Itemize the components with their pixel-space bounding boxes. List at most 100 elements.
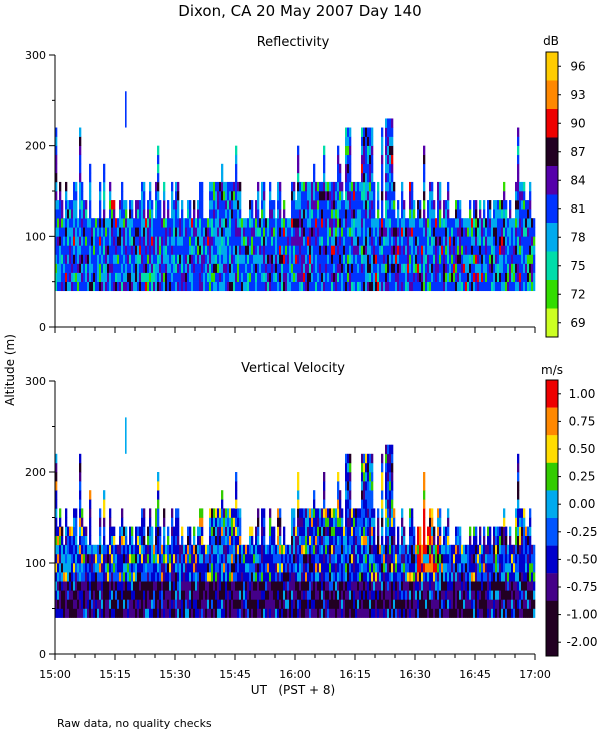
data-cell xyxy=(365,282,367,291)
data-cell xyxy=(159,581,161,590)
data-cell xyxy=(321,508,323,517)
data-cell xyxy=(515,245,517,254)
data-cell xyxy=(149,264,151,273)
data-cell xyxy=(59,182,61,191)
data-cell xyxy=(181,572,183,581)
data-cell xyxy=(301,218,303,227)
data-cell xyxy=(385,481,387,490)
data-cell xyxy=(391,554,393,563)
data-cell xyxy=(187,609,189,618)
data-cell xyxy=(269,554,271,563)
data-cell xyxy=(83,218,85,227)
data-cell xyxy=(209,273,211,282)
data-cell xyxy=(271,581,273,590)
data-cell xyxy=(255,527,257,536)
data-cell xyxy=(363,245,365,254)
data-cell xyxy=(229,527,231,536)
data-cell xyxy=(163,264,165,273)
data-cell xyxy=(81,209,83,218)
data-cell xyxy=(303,609,305,618)
data-cell xyxy=(117,545,119,554)
data-cell xyxy=(119,273,121,282)
data-cell xyxy=(211,182,213,191)
data-cell xyxy=(521,282,523,291)
data-cell xyxy=(141,554,143,563)
data-cell xyxy=(317,273,319,282)
data-cell xyxy=(141,545,143,554)
data-cell xyxy=(329,527,331,536)
data-cell xyxy=(459,563,461,572)
data-cell xyxy=(251,572,253,581)
data-cell xyxy=(79,200,81,209)
data-cell xyxy=(409,254,411,263)
data-cell xyxy=(429,545,431,554)
data-cell xyxy=(227,227,229,236)
data-cell xyxy=(99,536,101,545)
data-cell xyxy=(171,254,173,263)
data-cell xyxy=(305,227,307,236)
data-cell xyxy=(319,182,321,191)
data-cell xyxy=(465,581,467,590)
data-cell xyxy=(263,209,265,218)
data-cell xyxy=(249,609,251,618)
data-cell xyxy=(133,264,135,273)
data-cell xyxy=(451,264,453,273)
data-cell xyxy=(309,590,311,599)
data-cell xyxy=(73,609,75,618)
data-cell xyxy=(201,200,203,209)
data-cell xyxy=(371,282,373,291)
data-cell xyxy=(429,236,431,245)
data-cell xyxy=(471,581,473,590)
data-cell xyxy=(93,554,95,563)
data-cell xyxy=(517,227,519,236)
data-cell xyxy=(111,572,113,581)
data-cell xyxy=(367,245,369,254)
data-cell xyxy=(203,590,205,599)
data-cell xyxy=(129,609,131,618)
data-cell xyxy=(403,209,405,218)
data-cell xyxy=(81,508,83,517)
data-cell xyxy=(165,236,167,245)
data-cell xyxy=(373,218,375,227)
data-cell xyxy=(509,273,511,282)
data-cell xyxy=(205,236,207,245)
data-cell xyxy=(331,245,333,254)
data-cell xyxy=(65,536,67,545)
data-cell xyxy=(349,155,351,164)
data-cell xyxy=(163,527,165,536)
data-cell xyxy=(397,609,399,618)
data-cell xyxy=(249,590,251,599)
data-cell xyxy=(165,563,167,572)
data-cell xyxy=(129,599,131,608)
data-cell xyxy=(421,227,423,236)
data-cell xyxy=(93,282,95,291)
data-cell xyxy=(229,554,231,563)
data-cell xyxy=(231,273,233,282)
data-cell xyxy=(149,218,151,227)
data-cell xyxy=(175,508,177,517)
data-cell xyxy=(117,245,119,254)
data-cell xyxy=(277,581,279,590)
data-cell xyxy=(349,545,351,554)
data-cell xyxy=(431,236,433,245)
data-cell xyxy=(213,527,215,536)
data-cell xyxy=(277,209,279,218)
data-cell xyxy=(417,599,419,608)
data-cell xyxy=(159,218,161,227)
data-cell xyxy=(323,599,325,608)
data-cell xyxy=(81,581,83,590)
data-cell xyxy=(299,209,301,218)
data-cell xyxy=(217,245,219,254)
data-cell xyxy=(163,236,165,245)
data-cell xyxy=(173,264,175,273)
data-cell xyxy=(203,563,205,572)
data-cell xyxy=(355,273,357,282)
data-cell xyxy=(455,236,457,245)
data-cell xyxy=(453,236,455,245)
data-cell xyxy=(57,590,59,599)
data-cell xyxy=(67,218,69,227)
data-cell xyxy=(361,472,363,481)
data-cell xyxy=(299,218,301,227)
data-cell xyxy=(207,545,209,554)
data-cell xyxy=(215,599,217,608)
